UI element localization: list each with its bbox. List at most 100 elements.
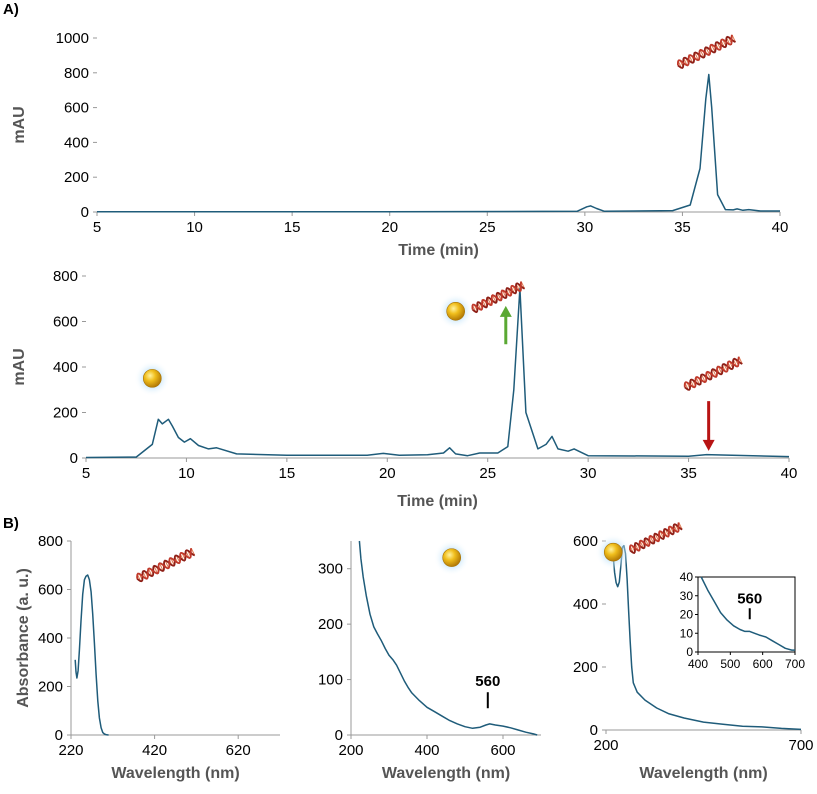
y-tick-label: 0 [590,722,598,739]
y-axis-label: Absorbance (a. u.) [15,568,32,708]
y-tick-label: 200 [38,679,63,696]
panel-label-a: A) [3,1,19,18]
x-tick-label: 25 [479,219,496,236]
x-axis-label: Wavelength (nm) [111,765,239,782]
dna-strand [629,523,683,554]
dna-strand [471,282,525,314]
y-tick-label: 400 [38,630,63,647]
y-tick-label: 100 [318,672,343,689]
y-tick-label: 800 [64,65,89,82]
dna-base-pair [711,44,716,53]
series-line [74,574,109,736]
dna-strand [136,549,196,583]
x-tick-label: 220 [58,742,83,759]
dna-base-pair [688,55,694,64]
y-tick-label: 600 [38,582,63,599]
y-tick-label: 200 [64,169,89,186]
x-tick-label: 10 [186,219,203,236]
y-tick-label: 300 [318,561,343,578]
x-tick-label: 700 [788,737,813,754]
y-tick-label: 0 [81,204,89,221]
y-tick-label: 0 [70,450,78,467]
dna-base-pair [699,49,705,58]
x-tick-label: 5 [82,465,90,482]
x-axis-label: Time (min) [398,242,479,259]
dna-strand [471,281,522,311]
dna-base-pair [701,374,706,383]
nanoparticle-core [442,548,462,567]
x-tick-label: 420 [142,742,167,759]
series-line [97,73,780,213]
dna-base-pair [705,47,710,55]
x-tick-label: 20 [381,219,398,236]
chart-uvvis-dna: 220 420 620 0 200 400 600 800 Wavelength (nm) Abs… [15,533,280,782]
y-tick-label: 200 [53,405,78,422]
dna-base-pair [654,533,660,542]
inset-x-tick-label: 500 [720,657,740,671]
dna-strand [684,357,743,391]
x-axis-label: Wavelength (nm) [382,765,510,782]
dna-helix-icon [683,356,743,391]
dna-base-pair [164,560,170,569]
inset-frame [697,576,796,653]
y-axis-label: mAU [11,106,28,143]
dna-strand [683,356,740,389]
arrow-down-icon [702,439,715,451]
inset-y-tick-label: 10 [680,626,694,640]
y-tick-label: 600 [53,314,78,331]
dna-base-pair [649,535,655,544]
dna-base-pair [717,366,723,375]
dna-base-pair [147,568,153,577]
x-tick-label: 200 [338,742,363,759]
dna-base-pair [706,371,712,380]
dna-base-pair [712,368,717,377]
inset-peak-annotation-label: 560 [737,590,762,607]
y-tick-label: 600 [64,100,89,117]
nanoparticle-core [603,542,623,562]
nanoparticle-core [142,369,162,388]
inset-y-tick-label: 40 [680,570,694,584]
dna-base-pair [492,294,497,303]
y-tick-label: 800 [53,268,78,285]
inset-y-tick-label: 0 [686,645,693,659]
inset-x-tick-label: 700 [785,657,805,671]
inset-y-tick-label: 30 [680,589,694,603]
x-tick-label: 600 [490,742,515,759]
x-tick-label: 35 [674,219,691,236]
gold-nanoparticle-icon [595,534,632,571]
x-tick-label: 10 [178,465,195,482]
peak-annotation-label: 560 [475,673,500,690]
x-tick-label: 30 [577,219,594,236]
inset-y-tick-label: 20 [680,608,694,622]
gold-nanoparticle-icon [433,539,470,576]
y-tick-label: 200 [318,616,343,633]
y-tick-label: 400 [64,134,89,151]
y-tick-label: 1000 [56,30,89,47]
x-axis-label: Time (min) [397,493,478,510]
y-tick-label: 400 [53,359,78,376]
series-line [85,287,790,459]
dna-base-pair [644,538,650,547]
dna-base-pair [695,377,701,385]
y-tick-label: 600 [573,533,598,550]
dna-helix-icon [677,34,736,69]
dna-base-pair [694,52,699,61]
inset-x-tick-label: 600 [753,657,773,671]
inset-series-line [700,576,795,651]
y-axis-label: mAU [11,348,28,385]
series-line [358,540,538,736]
dna-base-pair [487,297,492,306]
panel-label-b: B) [3,515,19,532]
dna-base-pair [497,292,502,301]
x-axis-label: Wavelength (nm) [639,765,767,782]
x-tick-label: 5 [93,219,101,236]
x-tick-label: 400 [414,742,439,759]
x-tick-label: 620 [226,742,251,759]
series-line [612,544,802,731]
y-tick-label: 0 [335,727,343,744]
x-tick-label: 15 [284,219,301,236]
x-tick-label: 40 [781,465,798,482]
